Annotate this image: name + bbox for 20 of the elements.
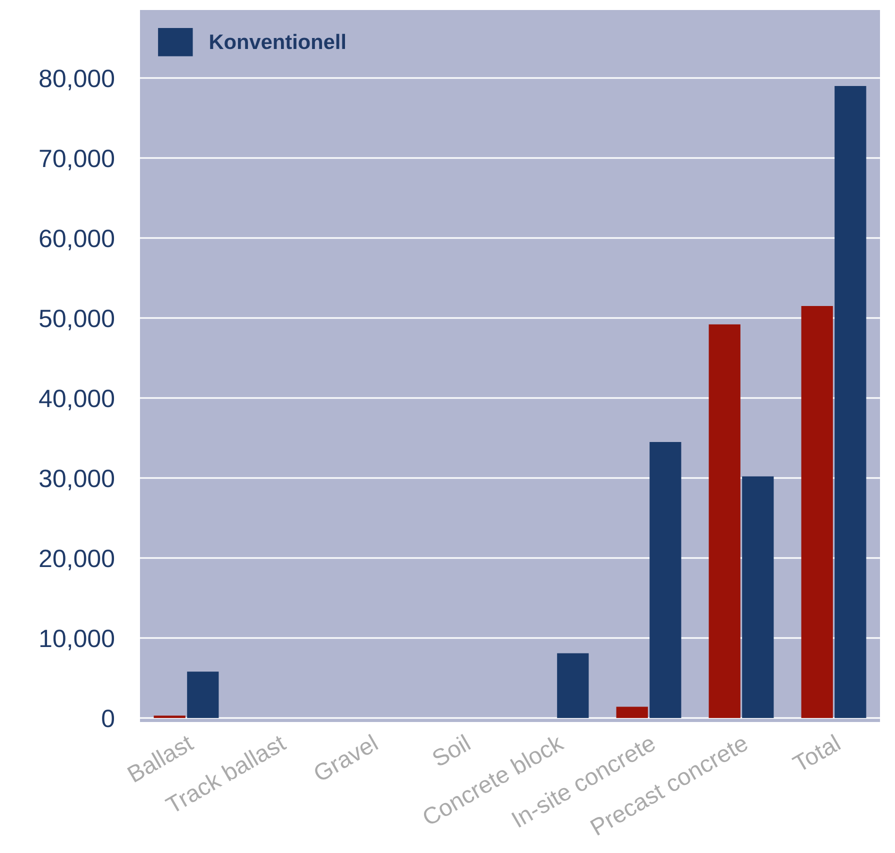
x-tick-label: Soil [430, 734, 472, 768]
y-tick-label: 20,000 [40, 550, 114, 570]
y-tick-label: 0 [102, 710, 114, 728]
bar [801, 306, 833, 718]
y-tick-label: 30,000 [39, 470, 114, 490]
y-tick-label: 70,000 [40, 150, 114, 170]
legend-label: Konventionell [210, 34, 346, 50]
y-tick-label: 40,000 [39, 390, 114, 410]
y-tick-label: 10,000 [40, 630, 114, 650]
bar [650, 442, 682, 718]
y-tick-label: 50,000 [40, 310, 114, 330]
y-tick-label: 60,000 [40, 230, 114, 250]
bar [557, 653, 589, 718]
bar [742, 476, 774, 718]
bar [187, 672, 219, 718]
bar [708, 324, 740, 718]
y-tick-label: 80,000 [40, 70, 114, 90]
x-tick-label: Total [791, 734, 842, 773]
bar [834, 86, 866, 718]
bar [616, 706, 648, 718]
